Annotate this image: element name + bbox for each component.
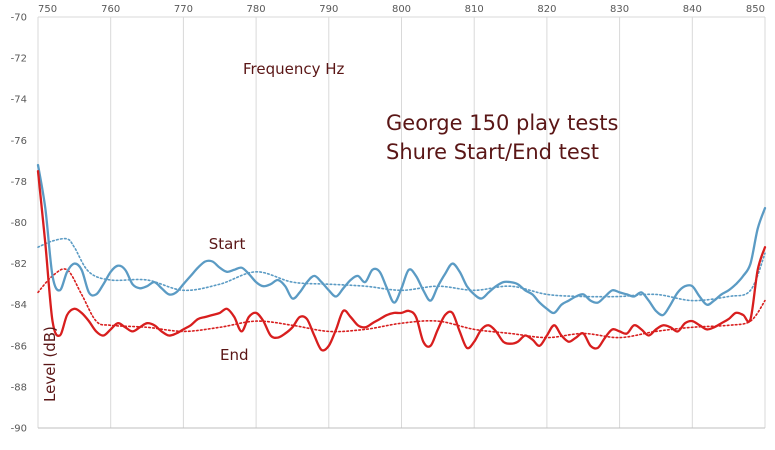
chart-title-line-2: Shure Start/End test: [386, 140, 599, 164]
tick-labels: 750 760 770 780 790 800 810 820 830 840 850 -70 -72 -…: [11, 4, 765, 435]
y-tick-label--90: -90: [11, 424, 27, 435]
series-line-end: [36, 169, 767, 352]
x-tick-label-770: 770: [174, 4, 193, 15]
x-tick-label-780: 780: [247, 4, 266, 15]
y-tick-label--88: -88: [11, 382, 27, 393]
y-tick-label--72: -72: [11, 54, 27, 65]
y-tick-label--70: -70: [11, 13, 27, 24]
x-tick-label-810: 810: [465, 4, 484, 15]
series-line-start: [36, 163, 767, 317]
y-axis-label: Level (dB): [41, 326, 59, 402]
annotation-end: End: [220, 346, 249, 364]
chart-title-line-1: George 150 play tests: [386, 111, 618, 135]
y-tick-label--84: -84: [11, 300, 27, 311]
y-tick-label--82: -82: [11, 259, 27, 270]
y-tick-label--76: -76: [11, 136, 27, 147]
trend-line-3: [37, 268, 766, 339]
series-layer: [36, 163, 767, 352]
grid-lines: [37, 16, 766, 429]
x-tick-label-790: 790: [319, 4, 338, 15]
x-tick-label-850: 850: [746, 4, 765, 15]
annotation-start: Start: [209, 235, 246, 253]
x-tick-label-760: 760: [101, 4, 120, 15]
y-tick-label--78: -78: [11, 177, 27, 188]
annotations: Start End: [209, 235, 249, 364]
x-tick-label-840: 840: [683, 4, 702, 15]
x-tick-label-750: 750: [38, 4, 57, 15]
y-tick-label--74: -74: [11, 95, 27, 106]
x-tick-label-820: 820: [537, 4, 556, 15]
x-tick-label-830: 830: [610, 4, 629, 15]
trend-line-2: [37, 237, 766, 302]
x-tick-label-800: 800: [392, 4, 411, 15]
y-tick-label--86: -86: [11, 341, 27, 352]
x-axis-label: Frequency Hz: [243, 60, 345, 78]
y-tick-label--80: -80: [11, 218, 27, 229]
